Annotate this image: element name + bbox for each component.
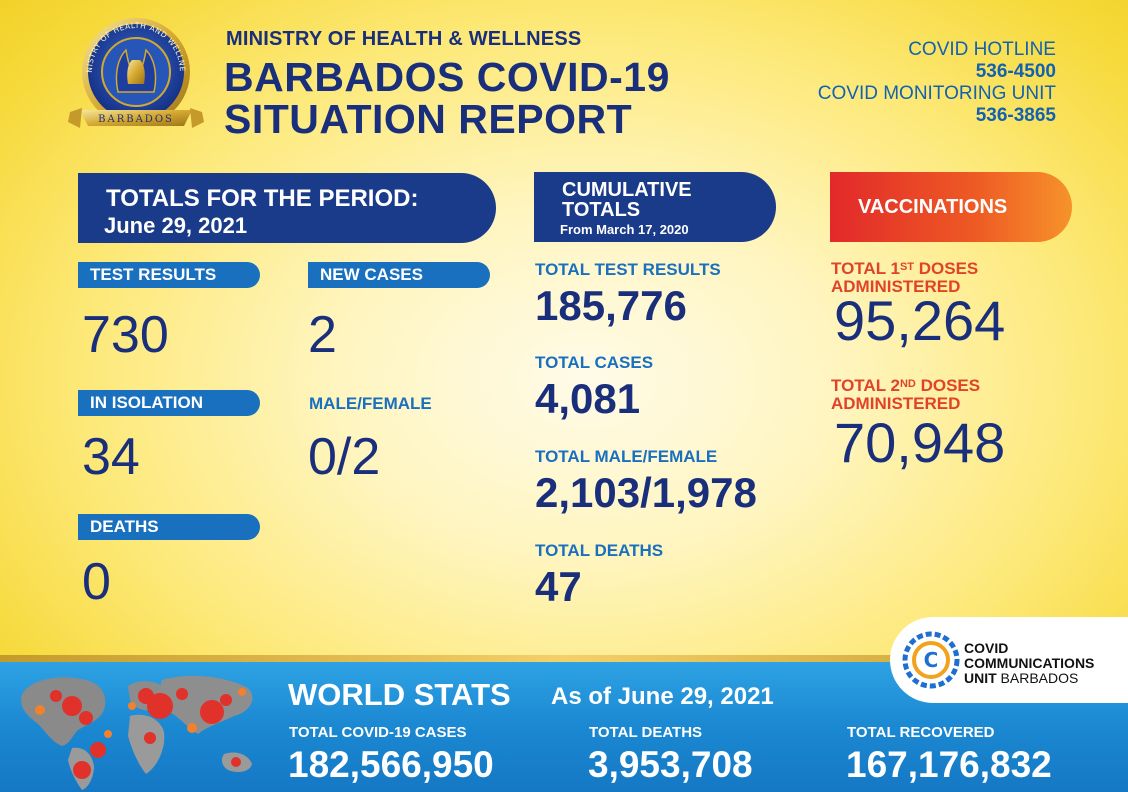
- world-stats-title: WORLD STATS: [288, 677, 511, 712]
- report-title-line1: BARBADOS COVID-19: [224, 54, 670, 100]
- contact-block: COVID HOTLINE 536-4500 COVID MONITORING …: [818, 39, 1056, 127]
- test-results-pill: TEST RESULTS: [78, 262, 260, 288]
- gold-divider: [0, 655, 1128, 662]
- hotline-number[interactable]: 536-4500: [975, 61, 1056, 82]
- period-date: June 29, 2021: [104, 213, 248, 238]
- monitoring-label: COVID MONITORING UNIT: [817, 83, 1056, 104]
- ccu-line1: COVID: [964, 640, 1009, 656]
- second-doses-label-b: DOSES: [915, 376, 981, 395]
- report-title: BARBADOS COVID-19 SITUATION REPORT: [224, 56, 670, 140]
- world-recovered-value: 167,176,832: [846, 744, 1052, 785]
- ccu-line3a: UNIT: [964, 670, 997, 686]
- ccu-line2: COMMUNICATIONS: [964, 655, 1095, 671]
- cumulative-title-line2: TOTALS: [562, 199, 641, 221]
- male-female-label: MALE/FEMALE: [309, 394, 432, 413]
- ccu-logo-icon: C: [902, 631, 960, 689]
- ministry-name: MINISTRY OF HEALTH & WELLNESS: [226, 28, 582, 50]
- second-doses-label-a: TOTAL 2: [831, 376, 900, 395]
- deaths-pill: DEATHS: [78, 514, 260, 540]
- hotline-label: COVID HOTLINE: [908, 39, 1056, 60]
- ccu-line3b: BARBADOS: [996, 670, 1079, 686]
- cum-tests-label: TOTAL TEST RESULTS: [535, 260, 721, 279]
- new-cases-value: 2: [308, 306, 337, 364]
- first-doses-value: 95,264: [834, 289, 1006, 352]
- virus-icon: [35, 688, 246, 779]
- period-title: TOTALS FOR THE PERIOD:: [106, 185, 419, 212]
- second-doses-label-sup: ND: [899, 378, 916, 390]
- period-banner: TOTALS FOR THE PERIOD: June 29, 2021: [78, 173, 496, 243]
- male-female-value: 0/2: [308, 428, 381, 486]
- vaccinations-title: VACCINATIONS: [858, 196, 1008, 218]
- cum-male-female-value: 2,103/1,978: [535, 469, 757, 516]
- world-cases-value: 182,566,950: [288, 744, 494, 785]
- first-doses-label-b: DOSES: [914, 259, 979, 278]
- ccu-logo: C COVID COMMUNICATIONS UNIT BARBADOS: [890, 617, 1128, 703]
- world-map-icon: [12, 666, 270, 792]
- ccu-logo-letter: C: [924, 648, 939, 672]
- world-recovered-label: TOTAL RECOVERED: [847, 724, 995, 741]
- world-stats-date: As of June 29, 2021: [551, 683, 774, 710]
- second-doses-value: 70,948: [834, 411, 1006, 474]
- isolation-value: 34: [82, 428, 140, 486]
- monitoring-number[interactable]: 536-3865: [975, 105, 1056, 126]
- seal-bottom-text: BARBADOS: [98, 114, 174, 125]
- deaths-value: 0: [82, 553, 111, 611]
- first-doses-label-sup: ST: [899, 261, 915, 273]
- world-cases-label: TOTAL COVID-19 CASES: [289, 724, 467, 741]
- cumulative-since: From March 17, 2020: [560, 222, 689, 237]
- report-title-line2: SITUATION REPORT: [224, 96, 633, 142]
- cum-cases-value: 4,081: [535, 375, 641, 422]
- cum-tests-value: 185,776: [535, 282, 687, 329]
- first-doses-label: TOTAL 1ST DOSES ADMINISTERED: [831, 260, 978, 296]
- second-doses-label: TOTAL 2ND DOSES ADMINISTERED: [831, 377, 980, 413]
- isolation-pill: IN ISOLATION: [78, 390, 260, 416]
- world-deaths-label: TOTAL DEATHS: [589, 724, 703, 741]
- test-results-value: 730: [82, 306, 169, 364]
- cum-deaths-label: TOTAL DEATHS: [535, 541, 664, 560]
- ministry-seal-icon: BARBADOS MINISTRY OF HEALTH AND WELLNESS: [62, 7, 206, 144]
- ccu-text: COVID COMMUNICATIONS UNIT BARBADOS: [964, 641, 1094, 686]
- second-doses-label-c: ADMINISTERED: [831, 394, 961, 413]
- new-cases-pill: NEW CASES: [308, 262, 490, 288]
- first-doses-label-c: ADMINISTERED: [831, 277, 961, 296]
- cum-deaths-value: 47: [535, 563, 582, 610]
- cum-cases-label: TOTAL CASES: [535, 353, 654, 372]
- first-doses-label-a: TOTAL 1: [831, 259, 900, 278]
- world-deaths-value: 3,953,708: [588, 744, 753, 785]
- cumulative-title-line1: CUMULATIVE: [562, 179, 692, 201]
- vaccinations-banner: VACCINATIONS: [830, 172, 1072, 242]
- cum-male-female-label: TOTAL MALE/FEMALE: [535, 447, 718, 466]
- cumulative-banner: CUMULATIVE TOTALS From March 17, 2020: [534, 172, 776, 242]
